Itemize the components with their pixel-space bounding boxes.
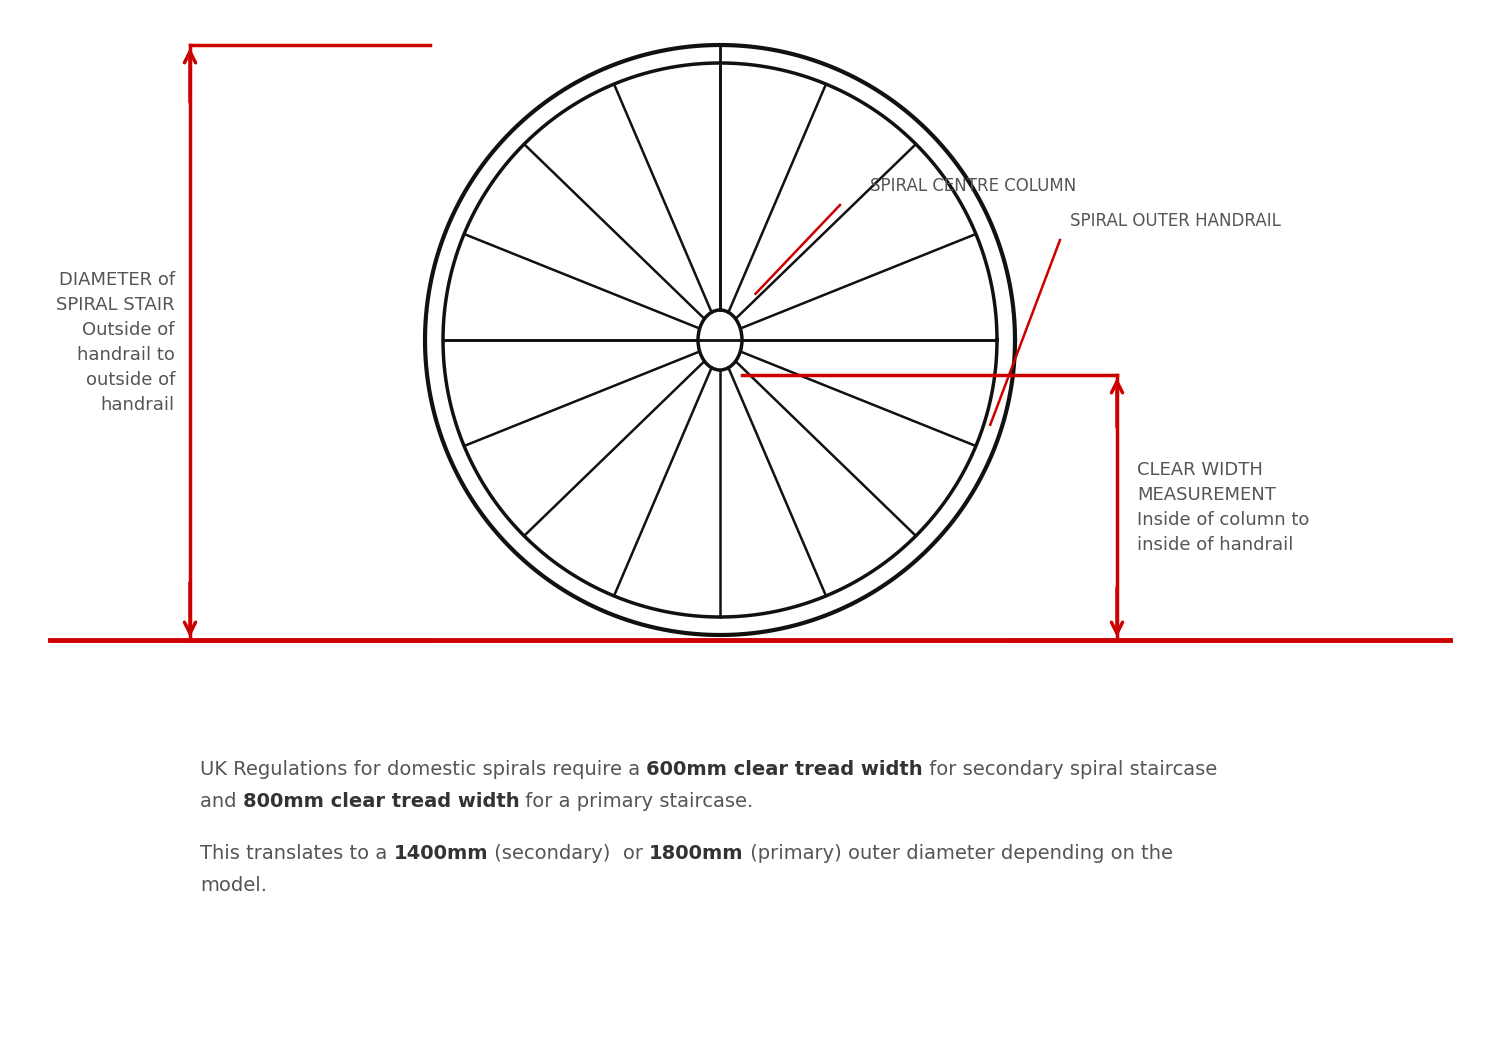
Text: DIAMETER of
SPIRAL STAIR
Outside of
handrail to
outside of
handrail: DIAMETER of SPIRAL STAIR Outside of hand… <box>57 271 176 414</box>
Text: model.: model. <box>200 876 267 895</box>
Text: for a primary staircase.: for a primary staircase. <box>519 792 753 811</box>
Text: (primary) outer diameter depending on the: (primary) outer diameter depending on th… <box>744 844 1173 863</box>
Text: CLEAR WIDTH
MEASUREMENT
Inside of column to
inside of handrail: CLEAR WIDTH MEASUREMENT Inside of column… <box>1137 461 1310 554</box>
Text: 800mm clear tread width: 800mm clear tread width <box>243 792 519 811</box>
Text: SPIRAL OUTER HANDRAIL: SPIRAL OUTER HANDRAIL <box>1070 212 1281 230</box>
Text: 1800mm: 1800mm <box>650 844 744 863</box>
Text: for secondary spiral staircase: for secondary spiral staircase <box>922 760 1218 779</box>
Text: SPIRAL CENTRE COLUMN: SPIRAL CENTRE COLUMN <box>870 177 1077 195</box>
Text: 600mm clear tread width: 600mm clear tread width <box>646 760 922 779</box>
Text: 1400mm: 1400mm <box>393 844 488 863</box>
Text: and: and <box>200 792 243 811</box>
Text: UK Regulations for domestic spirals require a: UK Regulations for domestic spirals requ… <box>200 760 646 779</box>
Text: This translates to a: This translates to a <box>200 844 393 863</box>
Text: (secondary)  or: (secondary) or <box>488 844 650 863</box>
